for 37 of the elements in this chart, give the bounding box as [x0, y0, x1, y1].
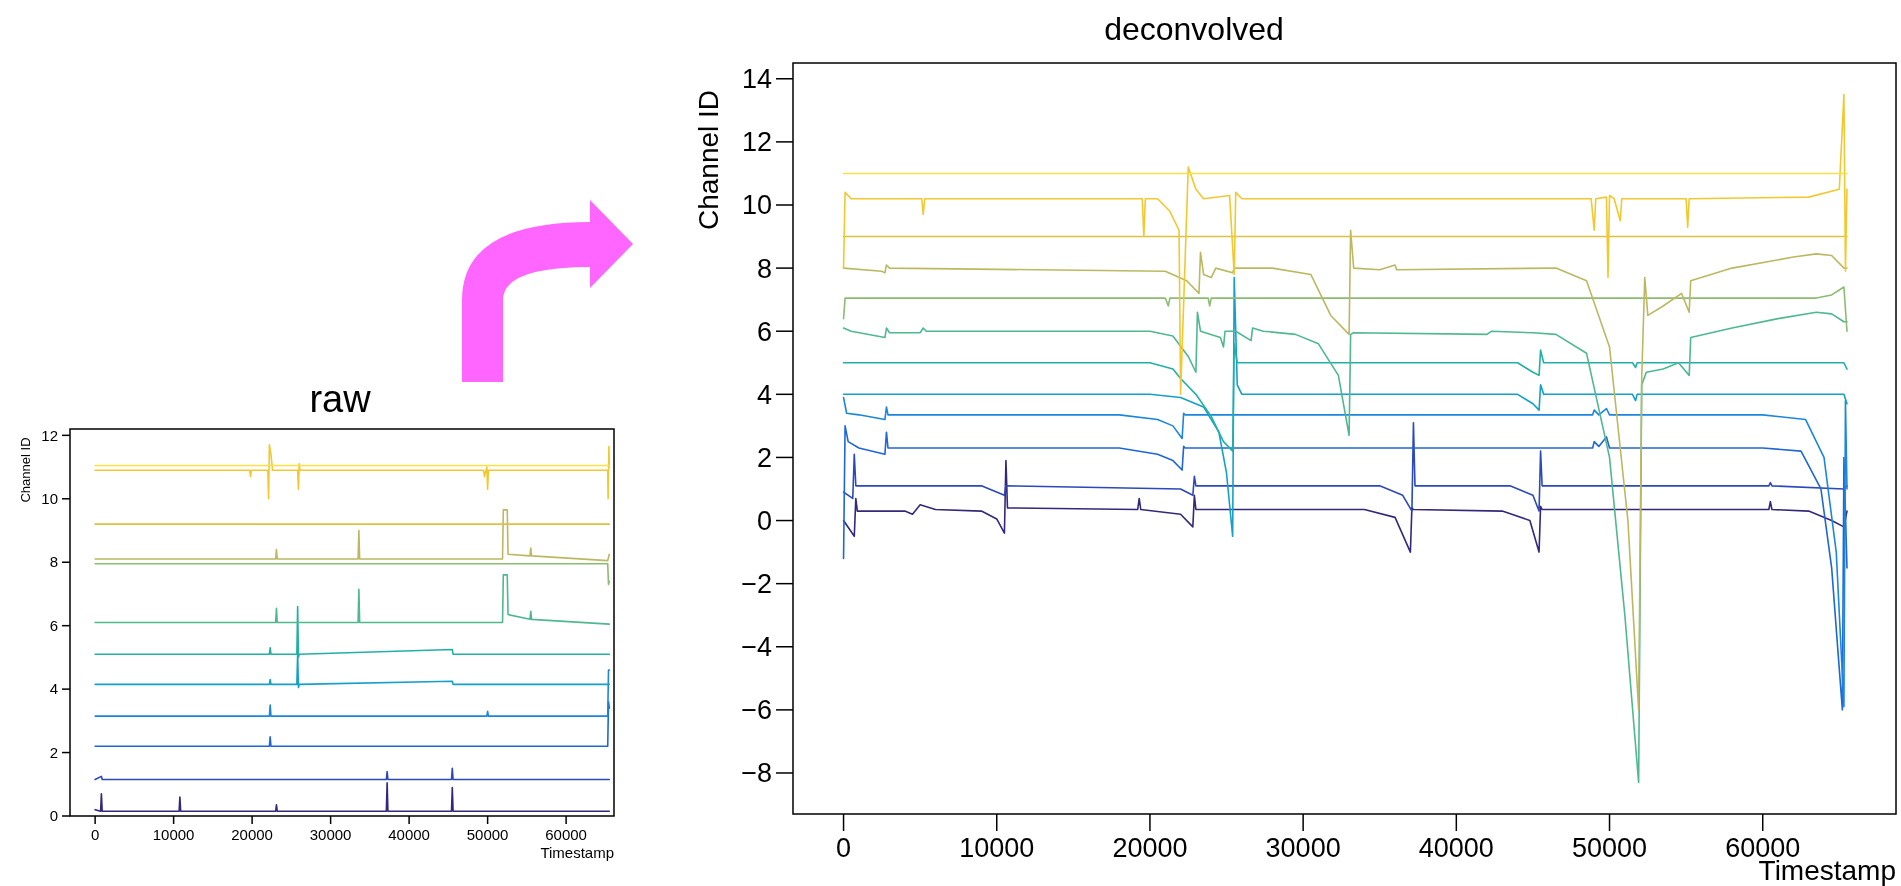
y-tick-label: −2 — [741, 569, 772, 600]
x-tick-label: 30000 — [309, 826, 352, 843]
y-axis-title: Channel ID — [693, 89, 724, 231]
x-tick-label: 20000 — [1112, 832, 1188, 863]
y-tick-label: 2 — [49, 743, 58, 761]
y-tick-label: 0 — [756, 505, 772, 536]
x-tick-label: 60000 — [545, 826, 587, 843]
x-tick-label: 0 — [836, 832, 852, 863]
y-tick-label: 4 — [49, 680, 58, 698]
x-tick-label: 50000 — [466, 826, 509, 843]
y-tick-label: 6 — [49, 616, 58, 634]
x-tick-label: 50000 — [1571, 832, 1648, 863]
y-axis-title: Channel ID — [18, 437, 33, 503]
chart-title: deconvolved — [1104, 11, 1284, 47]
chart-title: raw — [309, 378, 372, 420]
y-tick-label: 14 — [741, 64, 772, 95]
x-axis-title: Timestamp — [540, 844, 614, 861]
x-tick-label: 0 — [90, 826, 100, 843]
y-tick-label: 10 — [41, 490, 58, 508]
y-tick-label: 12 — [741, 127, 772, 158]
y-tick-label: −8 — [741, 758, 772, 789]
y-tick-label: 10 — [741, 190, 772, 221]
y-tick-label: 2 — [756, 442, 772, 473]
y-tick-label: 6 — [756, 316, 772, 347]
y-tick-label: −6 — [741, 695, 772, 726]
y-tick-label: 12 — [41, 426, 58, 444]
y-tick-label: 0 — [49, 807, 58, 825]
y-tick-label: −4 — [741, 632, 772, 663]
y-tick-label: 8 — [49, 553, 58, 571]
x-tick-label: 20000 — [231, 826, 273, 843]
x-tick-label: 40000 — [388, 826, 430, 843]
y-tick-label: 8 — [756, 253, 772, 284]
y-tick-label: 4 — [756, 379, 772, 410]
x-tick-label: 30000 — [1265, 832, 1341, 863]
x-tick-label: 10000 — [152, 826, 195, 843]
x-tick-label: 40000 — [1418, 832, 1494, 863]
x-tick-label: 10000 — [959, 832, 1035, 863]
